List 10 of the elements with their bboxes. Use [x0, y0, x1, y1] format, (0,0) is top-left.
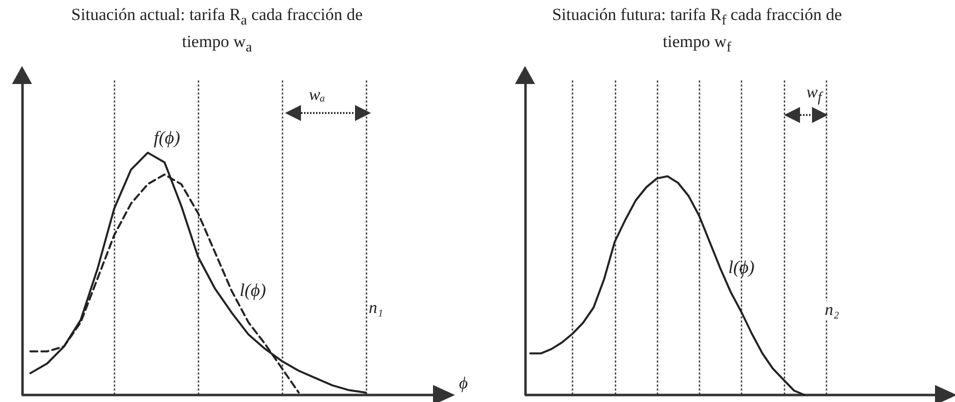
chart-title: Situación actual: tarifa R$_{a}$ cada fracción de tiempo w$_{a}$	[70, 4, 364, 58]
text: w$_{f}$	[805, 82, 823, 107]
text: wₐ	[308, 85, 326, 104]
annotation: n₂	[824, 300, 840, 319]
x-axis-title: ϕ	[459, 374, 468, 392]
annotation: n₁	[368, 298, 384, 317]
series-label: f(ϕ)	[154, 128, 180, 148]
series-label: l(ϕ)	[240, 280, 266, 300]
chart-title: Situación futura: tarifa R$_{f}$ cada fracción de tiempo w$_{f}$	[551, 4, 843, 58]
series-label: l(ϕ)	[728, 257, 755, 278]
